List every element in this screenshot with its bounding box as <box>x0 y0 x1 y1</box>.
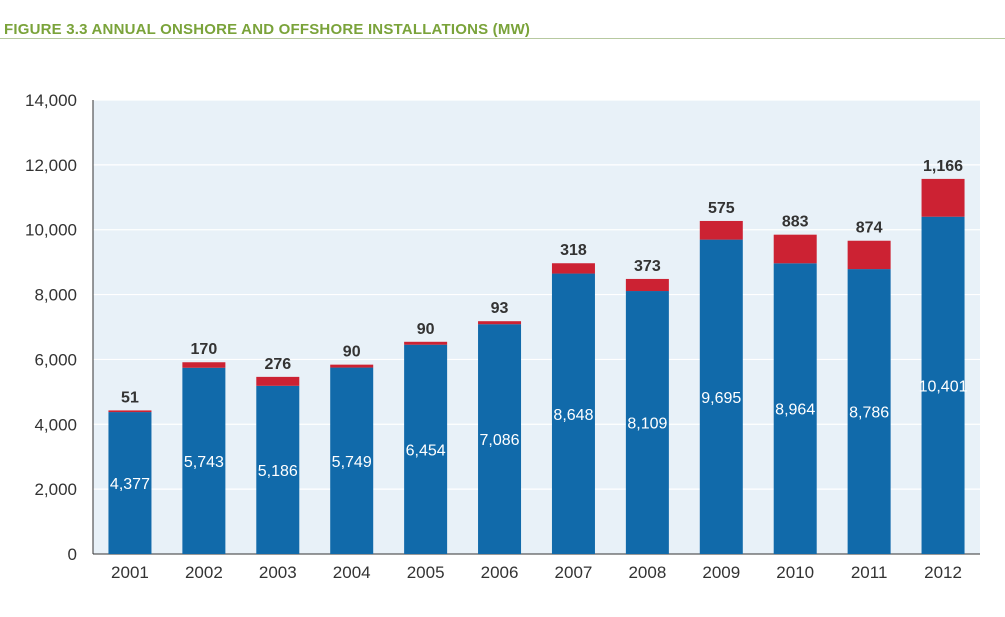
bar-offshore <box>625 278 669 292</box>
bar-onshore <box>699 239 743 555</box>
onshore-value-label: 10,401 <box>919 378 968 395</box>
offshore-value-label: 93 <box>491 300 509 317</box>
x-tick-label: 2006 <box>481 563 519 582</box>
bar-onshore <box>108 412 152 554</box>
offshore-value-label: 90 <box>417 321 435 338</box>
offshore-value-label: 1,166 <box>923 158 963 175</box>
onshore-value-label: 6,454 <box>406 442 446 459</box>
x-tick-label: 2005 <box>407 563 445 582</box>
y-tick-label: 8,000 <box>34 286 77 305</box>
onshore-value-label: 8,964 <box>775 402 815 419</box>
title-divider <box>0 38 1005 39</box>
bar-onshore <box>773 263 817 554</box>
bar-onshore <box>478 324 522 554</box>
bar-offshore <box>182 362 226 368</box>
bar-onshore <box>256 385 300 554</box>
onshore-value-label: 8,786 <box>849 405 889 422</box>
y-tick-label: 0 <box>68 545 77 564</box>
x-tick-label: 2008 <box>628 563 666 582</box>
bar-offshore <box>847 240 891 270</box>
y-tick-label: 4,000 <box>34 415 77 434</box>
bar-offshore <box>256 376 300 386</box>
bar-onshore <box>330 367 374 554</box>
bar-offshore <box>330 364 374 368</box>
offshore-value-label: 276 <box>264 356 291 373</box>
bar-offshore <box>921 178 965 217</box>
onshore-value-label: 9,695 <box>701 390 741 407</box>
x-tick-label: 2011 <box>851 563 888 582</box>
offshore-value-label: 883 <box>782 214 809 231</box>
bar-onshore <box>847 269 891 554</box>
onshore-value-label: 5,749 <box>332 454 372 471</box>
onshore-value-label: 8,648 <box>553 407 593 424</box>
onshore-value-label: 4,377 <box>110 476 150 493</box>
offshore-value-label: 373 <box>634 258 661 275</box>
bar-offshore <box>478 321 522 325</box>
x-tick-label: 2007 <box>555 563 593 582</box>
offshore-value-label: 874 <box>856 220 883 237</box>
onshore-value-label: 7,086 <box>480 432 520 449</box>
x-tick-label: 2010 <box>776 563 814 582</box>
chart-container: 0 2,000 4,000 6,000 8,000 10,000 12,000 14,000 4… <box>0 40 1005 612</box>
y-tick-label: 10,000 <box>25 221 77 240</box>
bar-offshore <box>773 234 817 264</box>
x-tick-label: 2001 <box>111 563 149 582</box>
offshore-value-label: 575 <box>708 200 735 217</box>
y-tick-label: 12,000 <box>25 156 77 175</box>
x-tick-label: 2009 <box>702 563 740 582</box>
stacked-bar-chart: 0 2,000 4,000 6,000 8,000 10,000 12,000 14,000 4… <box>25 91 980 582</box>
x-tick-label: 2003 <box>259 563 297 582</box>
bar-offshore <box>404 341 448 345</box>
x-tick-label: 2004 <box>333 563 371 582</box>
bar-onshore <box>921 216 965 554</box>
bar-offshore <box>551 263 595 274</box>
figure-title: FIGURE 3.3 ANNUAL ONSHORE AND OFFSHORE I… <box>4 21 531 38</box>
onshore-value-label: 5,186 <box>258 463 298 480</box>
x-tick-label: 2012 <box>924 563 962 582</box>
plot-background <box>93 100 980 554</box>
bar-offshore <box>699 220 743 240</box>
bar-onshore <box>625 291 669 554</box>
bar-offshore <box>108 410 152 413</box>
bar-onshore <box>182 367 226 554</box>
onshore-value-label: 8,109 <box>627 416 667 433</box>
y-tick-label: 2,000 <box>34 480 77 499</box>
onshore-value-label: 5,743 <box>184 454 224 471</box>
y-tick-label: 14,000 <box>25 91 77 110</box>
x-tick-label: 2002 <box>185 563 223 582</box>
bar-onshore <box>404 344 448 554</box>
bar-onshore <box>551 273 595 554</box>
offshore-value-label: 90 <box>343 344 361 361</box>
offshore-value-label: 318 <box>560 242 587 259</box>
offshore-value-label: 51 <box>121 389 139 406</box>
y-tick-label: 6,000 <box>34 350 77 369</box>
offshore-value-label: 170 <box>191 341 218 358</box>
